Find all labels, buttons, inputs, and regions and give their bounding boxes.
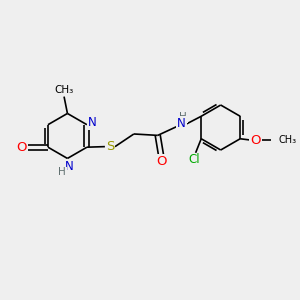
Text: CH₃: CH₃: [279, 135, 297, 145]
Text: S: S: [106, 140, 114, 153]
Text: H: H: [179, 112, 187, 122]
Text: O: O: [250, 134, 261, 147]
Text: N: N: [177, 116, 186, 130]
Text: CH₃: CH₃: [54, 85, 74, 94]
Text: H: H: [58, 167, 66, 178]
Text: N: N: [88, 116, 97, 129]
Text: O: O: [16, 141, 27, 154]
Text: O: O: [156, 155, 166, 168]
Text: N: N: [64, 160, 73, 173]
Text: Cl: Cl: [188, 153, 200, 166]
